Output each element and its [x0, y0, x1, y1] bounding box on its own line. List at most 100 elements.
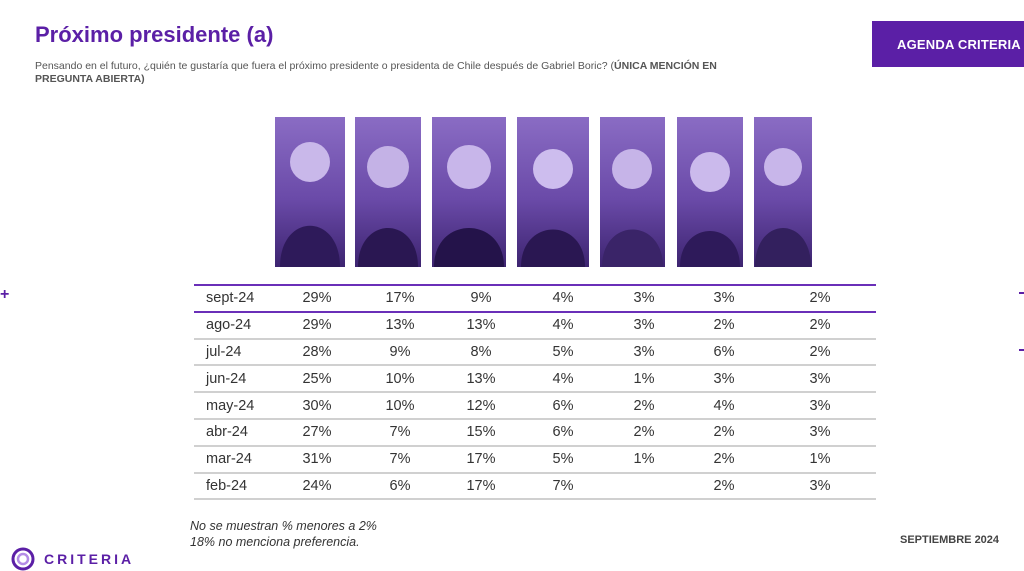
- value-cell: 6%: [522, 392, 604, 420]
- value-cell: 27%: [274, 418, 360, 447]
- value-cell: 17%: [360, 284, 440, 313]
- value-cell: 2%: [684, 311, 764, 340]
- table-row: feb-24 24% 6% 17% 7% 2% 3%: [194, 472, 876, 501]
- value-cell: 29%: [274, 284, 360, 313]
- value-cell: 3%: [764, 392, 876, 420]
- person-silhouette-icon: [755, 148, 811, 267]
- value-cell: 17%: [440, 472, 522, 501]
- value-cell: 1%: [604, 365, 684, 394]
- value-cell: 30%: [274, 392, 360, 420]
- person-silhouette-icon: [602, 149, 663, 267]
- value-cell: 13%: [440, 311, 522, 340]
- value-cell: 1%: [764, 445, 876, 474]
- value-cell: 29%: [274, 311, 360, 340]
- value-cell: 9%: [440, 284, 522, 313]
- value-cell: 25%: [274, 365, 360, 394]
- value-cell: 2%: [764, 311, 876, 340]
- candidate-photo-1: [275, 117, 345, 267]
- table-row: jul-24 28% 9% 8% 5% 3% 6% 2%: [194, 338, 876, 367]
- table-row: abr-24 27% 7% 15% 6% 2% 2% 3%: [194, 418, 876, 447]
- candidate-photo-4: [517, 117, 589, 267]
- value-cell: 15%: [440, 418, 522, 447]
- report-date: SEPTIEMBRE 2024: [900, 534, 1000, 546]
- value-cell: 5%: [522, 338, 604, 367]
- value-cell: 2%: [684, 445, 764, 474]
- value-cell: 4%: [522, 284, 604, 313]
- plus-icon: +: [0, 286, 10, 303]
- value-cell: 3%: [604, 284, 684, 313]
- month-cell: abr-24: [194, 418, 274, 447]
- value-cell: 13%: [440, 365, 522, 394]
- value-cell: 7%: [360, 445, 440, 474]
- value-cell: 4%: [522, 365, 604, 394]
- subtitle-emphasis: ÚNICA MENCIÓN EN PREGUNTA ABIERTA): [35, 60, 717, 85]
- criteria-logo: CRITERIA: [8, 547, 134, 571]
- results-table: sept-24 29% 17% 9% 4% 3% 3% 2% ago-24 29% 13% 13% 4%…: [194, 284, 876, 501]
- value-cell: 8%: [440, 338, 522, 367]
- value-cell: 3%: [764, 365, 876, 394]
- value-cell: 4%: [522, 311, 604, 340]
- candidate-photo-2: [355, 117, 421, 267]
- agenda-criteria-button[interactable]: AGENDA CRITERIA: [872, 21, 1024, 67]
- value-cell: 28%: [274, 338, 360, 367]
- value-cell: 12%: [440, 392, 522, 420]
- person-silhouette-icon: [680, 152, 740, 267]
- subtitle-text: Pensando en el futuro, ¿quién te gustarí…: [35, 60, 615, 72]
- candidate-photo-6: [677, 117, 743, 267]
- value-cell: 6%: [522, 418, 604, 447]
- month-cell: mar-24: [194, 445, 274, 474]
- edge-mark-icon-2: [1019, 349, 1024, 351]
- logo-wordmark: CRITERIA: [44, 551, 135, 567]
- value-cell: 6%: [360, 472, 440, 501]
- value-cell: 4%: [684, 392, 764, 420]
- footnotes: No se muestran % menores a 2% 18% no men…: [190, 518, 377, 550]
- value-cell: 10%: [360, 392, 440, 420]
- value-cell: 3%: [764, 418, 876, 447]
- value-cell: 3%: [764, 472, 876, 501]
- value-cell: 17%: [440, 445, 522, 474]
- candidate-photo-3: [432, 117, 506, 267]
- month-cell: jul-24: [194, 338, 274, 367]
- results-table-body: sept-24 29% 17% 9% 4% 3% 3% 2% ago-24 29% 13% 13% 4%…: [194, 284, 876, 501]
- edge-mark-icon: [1019, 292, 1024, 294]
- person-silhouette-icon: [521, 149, 585, 267]
- table-row: may-24 30% 10% 12% 6% 2% 4% 3%: [194, 392, 876, 420]
- value-cell: 2%: [684, 472, 764, 501]
- value-cell: 5%: [522, 445, 604, 474]
- page-title: Próximo presidente (a): [35, 22, 274, 47]
- value-cell: 3%: [684, 284, 764, 313]
- value-cell: 2%: [684, 418, 764, 447]
- page-subtitle: Pensando en el futuro, ¿quién te gustarí…: [35, 60, 775, 86]
- value-cell: 10%: [360, 365, 440, 394]
- table-row: ago-24 29% 13% 13% 4% 3% 2% 2%: [194, 311, 876, 340]
- value-cell: [604, 472, 684, 501]
- value-cell: 1%: [604, 445, 684, 474]
- value-cell: 9%: [360, 338, 440, 367]
- footnote-1: No se muestran % menores a 2%: [190, 519, 377, 533]
- value-cell: 6%: [684, 338, 764, 367]
- person-silhouette-icon: [434, 145, 504, 267]
- footnote-2: 18% no menciona preferencia.: [190, 535, 360, 549]
- value-cell: 2%: [764, 338, 876, 367]
- person-silhouette-icon: [358, 146, 418, 267]
- person-silhouette-icon: [280, 142, 340, 267]
- table-row: sept-24 29% 17% 9% 4% 3% 3% 2%: [194, 284, 876, 313]
- month-cell: feb-24: [194, 472, 274, 501]
- value-cell: 2%: [604, 392, 684, 420]
- value-cell: 24%: [274, 472, 360, 501]
- value-cell: 3%: [604, 338, 684, 367]
- table-row: mar-24 31% 7% 17% 5% 1% 2% 1%: [194, 445, 876, 474]
- value-cell: 2%: [604, 418, 684, 447]
- value-cell: 13%: [360, 311, 440, 340]
- value-cell: 3%: [684, 365, 764, 394]
- month-cell: ago-24: [194, 311, 274, 340]
- value-cell: 2%: [764, 284, 876, 313]
- criteria-logo-icon: [11, 547, 35, 571]
- candidate-photo-7: [754, 117, 812, 267]
- value-cell: 31%: [274, 445, 360, 474]
- month-cell: jun-24: [194, 365, 274, 394]
- candidate-photo-5: [600, 117, 665, 267]
- value-cell: 3%: [604, 311, 684, 340]
- month-cell: sept-24: [194, 284, 274, 313]
- month-cell: may-24: [194, 392, 274, 420]
